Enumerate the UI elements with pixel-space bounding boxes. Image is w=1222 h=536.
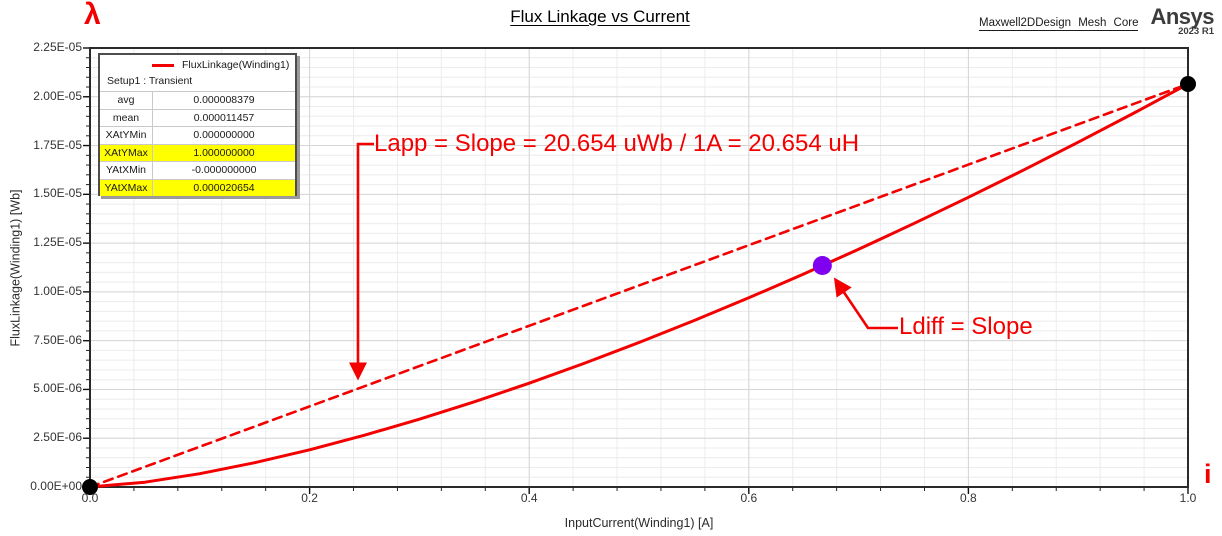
stats-value: 1.000000000 (153, 144, 295, 161)
stats-value: 0.000020654 (153, 179, 295, 196)
legend-line-swatch (152, 63, 174, 67)
ldiff-point (812, 256, 832, 276)
stats-row-xatymin: XAtYMin 0.000000000 (100, 126, 295, 144)
stats-row-avg: avg 0.000008379 (100, 91, 295, 109)
stats-label: avg (100, 92, 153, 109)
lambda-axis-symbol: λ (84, 0, 101, 31)
stats-label: mean (100, 109, 153, 126)
current-axis-symbol: i (1204, 459, 1212, 489)
ansys-release-version: 2023 R1 (1178, 26, 1214, 37)
stats-label: YAtXMin (100, 162, 153, 179)
flux-linkage-curve (88, 82, 1190, 489)
stats-value: 0.000008379 (193, 94, 255, 107)
stats-row-yatxmin: YAtXMin -0.000000000 (100, 161, 295, 179)
plot-frame (89, 47, 1189, 488)
ansys-logo: Ansys 2023 R1 (1148, 4, 1214, 38)
legend-series-name: FluxLinkage(Winding1) (182, 59, 290, 71)
lapp-arrow (348, 142, 374, 381)
design-watermark: Maxwell2DDesign Mesh Core (979, 17, 1139, 31)
stats-row-xatymax: XAtYMax 1.000000000 (100, 143, 295, 161)
lapp-annotation-text: Lapp = Slope = 20.654 uWb / 1A = 20.654 … (374, 130, 860, 157)
y-axis-title: FluxLinkage(Winding1) [Wb] (8, 188, 23, 347)
stats-label: YAtXMax (100, 179, 153, 196)
lapp-secant-line (88, 82, 1190, 489)
origin-point (82, 479, 98, 495)
legend-setup-label: Setup1 : Transient (107, 75, 193, 87)
stats-value: 0.000000000 (193, 129, 255, 142)
stats-value: -0.000000000 (191, 164, 257, 177)
ansys-wordmark: Ansys (1150, 4, 1214, 29)
legend-stats-box[interactable]: FluxLinkage(Winding1) Setup1 : Transient… (98, 53, 297, 196)
ldiff-annotation-text: Ldiff = Slope (899, 313, 1033, 340)
y-axis-title-container: FluxLinkage(Winding1) [Wb] (4, 48, 26, 487)
stats-value: 0.000011457 (193, 111, 255, 124)
chart-title: Flux Linkage vs Current (510, 7, 690, 26)
stats-label: XAtYMax (100, 144, 153, 161)
x-axis-title: InputCurrent(Winding1) [A] (564, 516, 714, 530)
stats-label: XAtYMin (100, 127, 153, 144)
legend-header: FluxLinkage(Winding1) Setup1 : Transient (100, 55, 295, 91)
max-point (1180, 76, 1196, 93)
stats-row-mean: mean 0.000011457 (100, 108, 295, 126)
stats-row-yatxmax: YAtXMax 0.000020654 (100, 178, 295, 196)
ldiff-arrow (833, 277, 898, 330)
